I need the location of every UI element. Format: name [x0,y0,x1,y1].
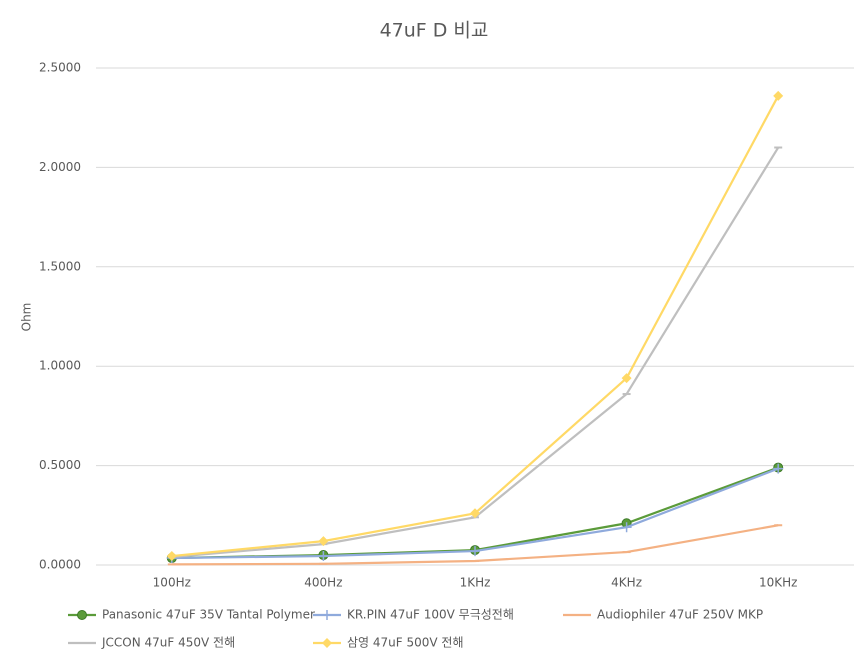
point [773,90,784,101]
point [470,508,480,519]
point [318,536,329,547]
chart-title: 47uF D 비교 [380,20,489,42]
point [621,522,632,533]
y-tick-label: 2.0000 [39,160,81,174]
x-tick-label: 100Hz [153,576,191,590]
y-tick-label: 1.5000 [39,259,81,273]
x-tick-label: 1KHz [460,576,491,590]
y-tick-label: 1.0000 [39,359,81,373]
legend-label: Audiophiler 47uF 250V MKP [597,608,763,622]
y-axis-title: Ohm [20,303,34,332]
point [166,551,177,562]
y-tick-label: 0.0000 [39,558,81,572]
x-tick-label: 400Hz [304,576,342,590]
legend-marker [322,638,332,648]
y-tick-label: 0.5000 [39,458,81,472]
y-tick-label: 2.5000 [39,61,81,75]
point [621,373,632,384]
legend-label: 삼영 47uF 500V 전해 [347,636,464,650]
x-tick-label: 10KHz [759,576,797,590]
legend-label: Panasonic 47uF 35V Tantal Polymer [102,608,315,622]
series-line [171,524,779,566]
legend-label: KR.PIN 47uF 100V 무극성전해 [347,608,514,622]
point [470,546,480,557]
point [318,551,329,562]
x-tick-label: 4KHz [611,576,642,590]
legend-marker [77,610,87,620]
series-line [171,146,780,559]
legend-label: JCCON 47uF 450V 전해 [101,636,235,650]
legend-marker [322,610,332,620]
point [773,463,784,474]
series-line [171,95,780,558]
